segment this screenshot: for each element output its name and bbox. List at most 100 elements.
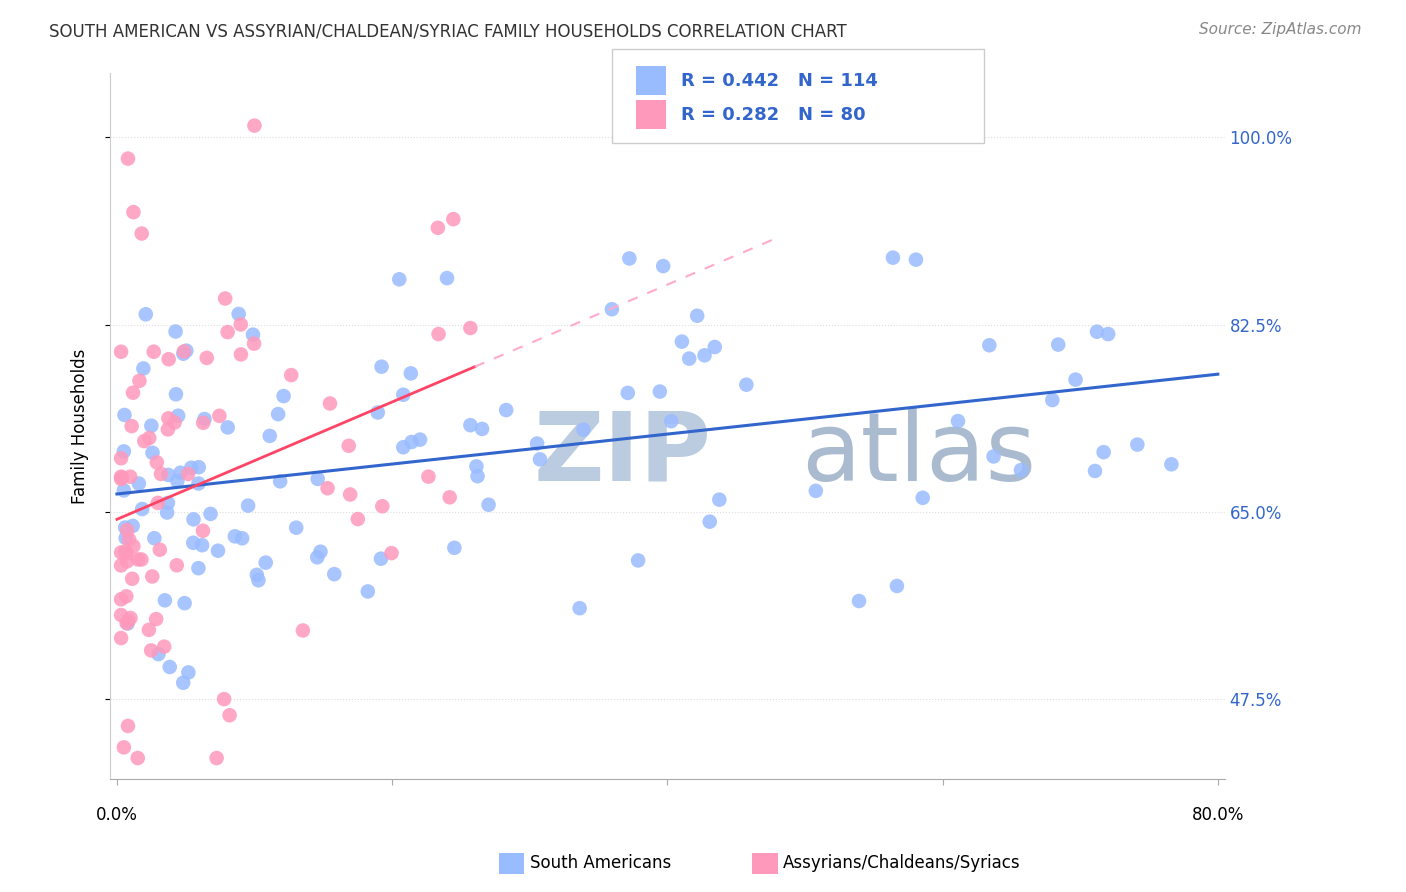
Point	[141, 569, 163, 583]
Point	[217, 325, 239, 339]
Point	[117, 616, 139, 631]
Point	[172, 675, 194, 690]
Point	[439, 490, 461, 504]
Point	[115, 523, 138, 537]
Point	[157, 352, 180, 367]
Point	[169, 466, 191, 480]
Point	[1064, 373, 1087, 387]
Point	[1040, 392, 1063, 407]
Point	[236, 499, 259, 513]
Point	[166, 558, 188, 573]
Point	[165, 387, 187, 401]
Point	[228, 307, 250, 321]
Point	[904, 252, 927, 267]
Point	[117, 152, 139, 166]
Point	[132, 361, 155, 376]
Point	[572, 423, 595, 437]
Point	[122, 539, 145, 553]
Point	[1126, 437, 1149, 451]
Point	[150, 467, 173, 481]
Point	[1085, 325, 1108, 339]
Point	[117, 719, 139, 733]
Point	[243, 119, 266, 133]
Text: 80.0%: 80.0%	[1192, 806, 1244, 824]
Point	[156, 506, 179, 520]
Point	[127, 552, 149, 566]
Point	[191, 524, 214, 538]
Point	[269, 475, 291, 489]
Point	[1160, 458, 1182, 472]
Point	[392, 440, 415, 454]
Point	[401, 435, 423, 450]
Point	[911, 491, 934, 505]
Point	[229, 347, 252, 361]
Point	[167, 409, 190, 423]
Point	[659, 414, 682, 428]
Point	[983, 450, 1005, 464]
Point	[156, 422, 179, 436]
Point	[112, 444, 135, 458]
Point	[307, 550, 329, 565]
Point	[114, 520, 136, 534]
Point	[110, 469, 132, 483]
Point	[142, 344, 165, 359]
Point	[568, 601, 591, 615]
Point	[128, 476, 150, 491]
Point	[117, 614, 139, 628]
Text: R = 0.442   N = 114: R = 0.442 N = 114	[681, 71, 877, 89]
Point	[177, 467, 200, 481]
Point	[254, 556, 277, 570]
Point	[110, 631, 132, 645]
Point	[1047, 337, 1070, 351]
Point	[882, 251, 904, 265]
Point	[173, 344, 195, 359]
Point	[110, 545, 132, 559]
Point	[166, 474, 188, 488]
Point	[110, 344, 132, 359]
Point	[114, 544, 136, 558]
Point	[143, 531, 166, 545]
Point	[193, 412, 215, 426]
Point	[627, 553, 650, 567]
Point	[172, 347, 194, 361]
Point	[693, 348, 716, 362]
Point	[176, 343, 198, 358]
Point	[678, 351, 700, 366]
Point	[436, 271, 458, 285]
Point	[121, 519, 143, 533]
Point	[110, 608, 132, 623]
Point	[617, 385, 640, 400]
Point	[1010, 463, 1032, 477]
Point	[886, 579, 908, 593]
Text: Source: ZipAtlas.com: Source: ZipAtlas.com	[1198, 22, 1361, 37]
Point	[709, 492, 731, 507]
Point	[183, 512, 205, 526]
Point	[370, 359, 392, 374]
Point	[495, 403, 517, 417]
Point	[600, 302, 623, 317]
Point	[110, 558, 132, 573]
Point	[156, 496, 179, 510]
Point	[526, 436, 548, 450]
Point	[426, 220, 449, 235]
Point	[153, 593, 176, 607]
Point	[121, 572, 143, 586]
Point	[138, 431, 160, 445]
Point	[388, 272, 411, 286]
Point	[207, 543, 229, 558]
Point	[110, 472, 132, 486]
Point	[392, 388, 415, 402]
Point	[399, 367, 422, 381]
Point	[153, 640, 176, 654]
Point	[671, 334, 693, 349]
Text: R = 0.282   N = 80: R = 0.282 N = 80	[681, 105, 865, 123]
Point	[735, 377, 758, 392]
Point	[115, 554, 138, 568]
Point	[477, 498, 499, 512]
Text: ZIP: ZIP	[534, 408, 711, 501]
Point	[337, 439, 360, 453]
Point	[180, 460, 202, 475]
Point	[280, 368, 302, 383]
Point	[380, 546, 402, 560]
Point	[193, 416, 215, 430]
